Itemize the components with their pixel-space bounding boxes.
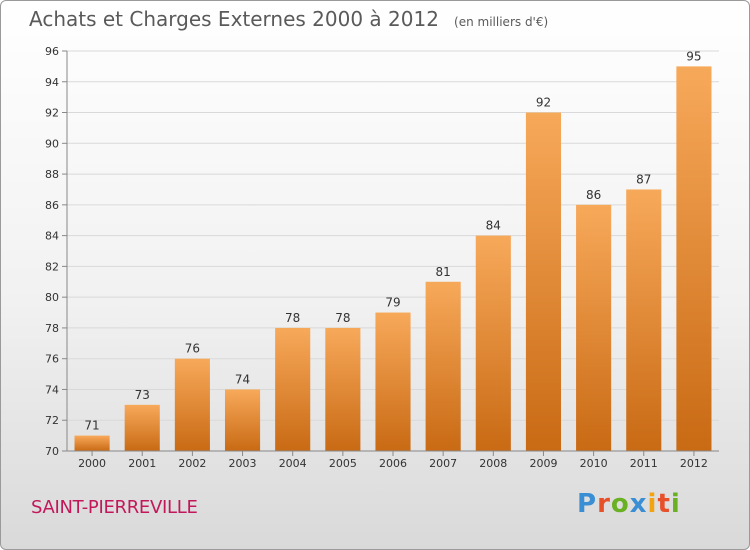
y-tick-label: 76 xyxy=(45,353,59,366)
x-tick-label: 2004 xyxy=(279,457,307,470)
axis-layer: 70 72 74 76 78 80 82 84 86 88 90 92 94 96 2000 2001 2002… xyxy=(45,45,719,470)
bar-2009 xyxy=(525,112,562,452)
chart-subtitle: (en milliers d'€) xyxy=(454,15,549,29)
bar-2006 xyxy=(375,312,411,451)
brand-letter: r xyxy=(597,489,611,519)
chart-title: Achats et Charges Externes 2000 à 2012 xyxy=(29,7,439,31)
bar-2008 xyxy=(475,235,511,451)
x-tick-label: 2007 xyxy=(429,457,457,470)
y-tick-label: 84 xyxy=(45,230,59,243)
brand-letter: o xyxy=(610,489,630,519)
data-label: 76 xyxy=(185,342,200,356)
y-tick-label: 88 xyxy=(45,168,59,181)
data-label: 84 xyxy=(486,219,501,233)
y-tick-label: 82 xyxy=(45,260,59,273)
y-tick-label: 90 xyxy=(45,137,59,150)
x-tick-label: 2000 xyxy=(78,457,106,470)
bar-2004 xyxy=(275,327,311,451)
x-tick-label: 2010 xyxy=(580,457,608,470)
y-tick-label: 80 xyxy=(45,291,59,304)
y-tick-label: 92 xyxy=(45,107,59,120)
bar-2007 xyxy=(425,281,461,451)
data-label: 78 xyxy=(335,311,350,325)
data-label: 87 xyxy=(636,172,651,186)
bar-2010 xyxy=(576,204,612,451)
data-label: 78 xyxy=(285,311,300,325)
brand-logo[interactable]: Proxiti xyxy=(577,489,681,519)
y-tick-label: 74 xyxy=(45,383,59,396)
location-label: SAINT-PIERREVILLE xyxy=(31,497,198,518)
x-tick-label: 2011 xyxy=(630,457,658,470)
x-tick-label: 2003 xyxy=(229,457,257,470)
data-label: 81 xyxy=(436,265,451,279)
x-tick-label: 2005 xyxy=(329,457,357,470)
title-row: Achats et Charges Externes 2000 à 2012 (… xyxy=(29,7,548,31)
x-tick-label: 2002 xyxy=(178,457,206,470)
brand-letter: P xyxy=(577,489,598,519)
x-tick-label: 2009 xyxy=(529,457,557,470)
bar-2005 xyxy=(325,327,361,451)
brand-letter: t xyxy=(657,489,671,519)
bar-2011 xyxy=(626,189,662,451)
y-tick-label: 94 xyxy=(45,76,59,89)
brand-letter: x xyxy=(629,489,648,519)
x-tick-label: 2008 xyxy=(479,457,507,470)
data-label: 71 xyxy=(84,419,99,433)
label-layer: 71 73 76 74 78 78 79 81 84 92 86 87 95 xyxy=(84,49,701,432)
bar-2003 xyxy=(224,389,261,451)
x-tick-label: 2006 xyxy=(379,457,407,470)
y-tick-label: 96 xyxy=(45,45,59,58)
bar-2001 xyxy=(124,404,160,451)
data-label: 79 xyxy=(385,296,400,310)
bar-2000 xyxy=(74,435,110,451)
brand-letter: i xyxy=(670,489,681,519)
y-tick-label: 78 xyxy=(45,322,59,335)
data-label: 73 xyxy=(135,388,150,402)
data-label: 92 xyxy=(536,96,551,110)
y-tick-label: 86 xyxy=(45,199,59,212)
bar-2012 xyxy=(676,66,712,451)
bar-2002 xyxy=(174,358,210,451)
y-tick-label: 70 xyxy=(45,445,59,458)
y-tick-label: 72 xyxy=(45,414,59,427)
bar-layer xyxy=(74,66,712,452)
data-label: 74 xyxy=(235,372,250,386)
data-label: 95 xyxy=(686,49,701,63)
data-label: 86 xyxy=(586,188,601,202)
x-tick-label: 2012 xyxy=(680,457,708,470)
x-tick-label: 2001 xyxy=(128,457,156,470)
brand-letter: i xyxy=(647,489,658,519)
